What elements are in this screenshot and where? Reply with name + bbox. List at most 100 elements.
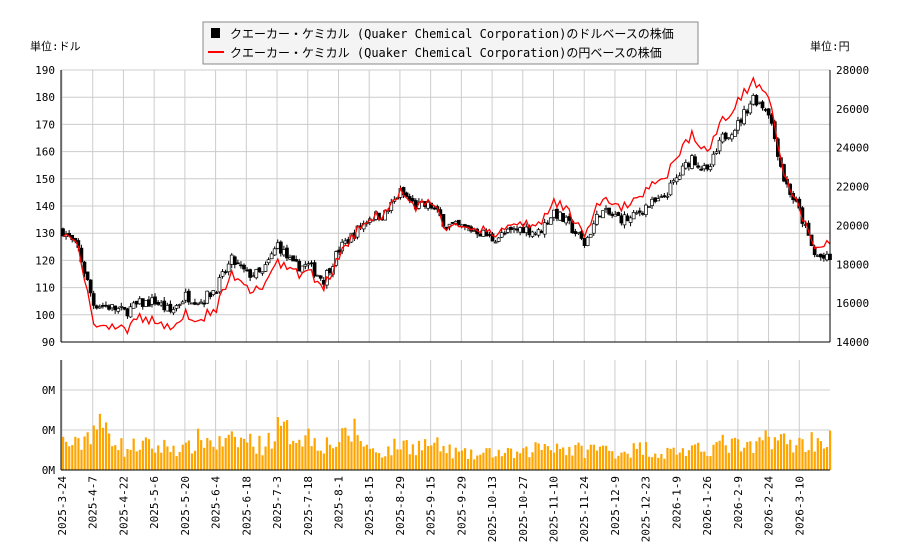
- volume-bar: [362, 446, 365, 470]
- volume-bar: [519, 453, 522, 470]
- volume-bar: [144, 437, 148, 470]
- candle: [211, 290, 216, 295]
- volume-bar: [157, 445, 160, 470]
- volume-bar: [295, 442, 298, 470]
- volume-bar: [752, 452, 755, 470]
- candle: [229, 254, 234, 265]
- volume-bar: [614, 458, 617, 470]
- volume-bar: [420, 450, 424, 470]
- volume-bar: [175, 456, 178, 470]
- volume-bar: [132, 438, 135, 470]
- volume-bar: [543, 444, 546, 470]
- candle: [257, 267, 262, 273]
- candle: [137, 298, 142, 305]
- candle: [591, 223, 596, 234]
- candle: [478, 233, 483, 237]
- volume-bar: [187, 440, 190, 470]
- volume-bar: [246, 442, 249, 470]
- volume-bar: [95, 429, 98, 470]
- volume-bar: [482, 452, 485, 470]
- volume-bar: [651, 457, 654, 470]
- candle: [659, 196, 664, 198]
- candle: [607, 207, 611, 215]
- volume-bar: [525, 446, 528, 470]
- candle: [647, 206, 651, 208]
- volume-bar: [804, 451, 807, 470]
- candle: [733, 129, 737, 137]
- volume-bar: [408, 454, 411, 470]
- candle: [171, 309, 176, 314]
- candle: [717, 139, 722, 152]
- candle: [561, 212, 565, 222]
- candle: [272, 248, 277, 256]
- volume-bar: [718, 440, 721, 470]
- candle: [729, 134, 734, 140]
- volume-bar: [445, 453, 448, 470]
- candle: [625, 215, 630, 222]
- legend-usd-label: クエーカー・ケミカル (Quaker Chemical Corporation)…: [230, 26, 674, 41]
- candle: [690, 155, 694, 169]
- candle: [196, 303, 200, 305]
- x-tick-label: 2025-6-18: [240, 476, 253, 536]
- volume-bar: [230, 431, 233, 470]
- candle: [97, 306, 102, 309]
- volume-bar: [292, 440, 295, 470]
- volume-bar: [387, 446, 390, 470]
- volume-bar: [506, 447, 510, 470]
- volume-bar: [123, 456, 126, 470]
- volume-bar: [451, 458, 454, 470]
- candle: [88, 279, 93, 294]
- volume-bar: [727, 452, 730, 470]
- volume-bar: [368, 448, 371, 470]
- volume-bar: [488, 448, 491, 470]
- candle: [696, 165, 700, 168]
- candle: [107, 305, 111, 310]
- candle: [82, 261, 87, 274]
- volume-bar: [749, 441, 752, 470]
- x-tick-label: 2025-6-4: [210, 476, 223, 529]
- candle: [763, 109, 768, 111]
- candle: [487, 234, 492, 236]
- volume-bar: [212, 446, 215, 470]
- volume-bar: [574, 444, 577, 470]
- volume-bar: [378, 453, 381, 470]
- volume-bar: [703, 451, 706, 470]
- volume-bar: [712, 444, 715, 470]
- volume-bar: [335, 446, 338, 470]
- y-tick-right: 20000: [836, 219, 869, 232]
- volume-bar: [104, 422, 108, 470]
- legend-jpy-label: クエーカー・ケミカル (Quaker Chemical Corporation)…: [230, 45, 662, 60]
- volume-bar: [454, 447, 457, 470]
- volume-bar: [356, 435, 359, 470]
- volume-bar: [239, 437, 243, 470]
- candle: [410, 198, 415, 202]
- candle: [668, 182, 673, 196]
- volume-bar: [733, 437, 737, 470]
- volume-bar: [546, 446, 549, 470]
- volume-bar: [730, 438, 734, 470]
- candle: [110, 304, 114, 309]
- candle: [312, 262, 317, 277]
- volume-bars: [62, 413, 832, 470]
- volume-bar: [779, 434, 783, 470]
- volume-bar: [98, 413, 102, 470]
- volume-bar: [80, 449, 83, 470]
- volume-bar: [503, 452, 506, 470]
- candle: [496, 237, 501, 242]
- volume-bar: [681, 448, 684, 470]
- candle: [653, 197, 657, 202]
- volume-bar: [782, 433, 786, 470]
- candle: [564, 216, 569, 224]
- candle: [588, 234, 593, 238]
- volume-bar: [629, 457, 632, 470]
- volume-bar: [485, 448, 488, 470]
- y-tick-left: 140: [35, 200, 55, 213]
- volume-bar: [605, 445, 608, 470]
- volume-bar: [635, 448, 638, 470]
- candle: [278, 241, 283, 254]
- volume-bar: [301, 446, 304, 470]
- volume-bar: [758, 437, 761, 470]
- y-tick-left: 110: [35, 282, 55, 295]
- volume-bar: [74, 436, 77, 470]
